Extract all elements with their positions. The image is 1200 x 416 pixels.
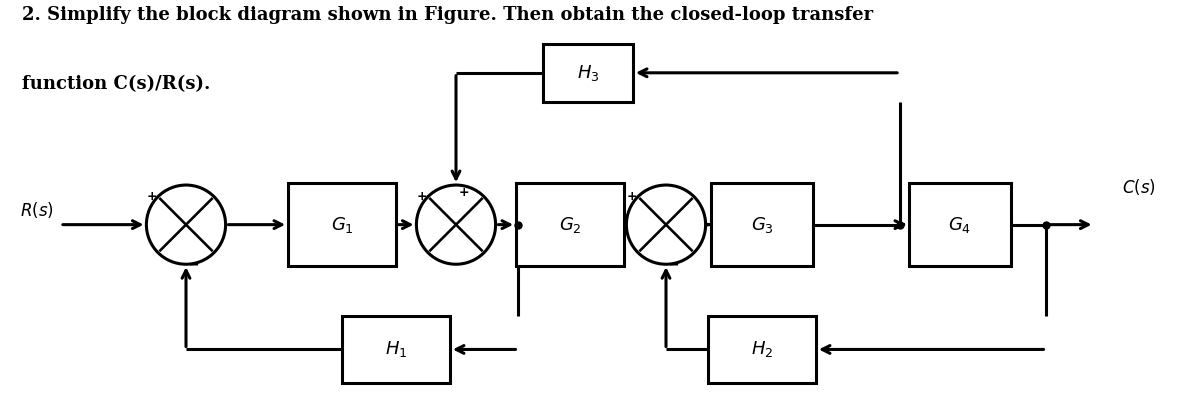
Text: $H_3$: $H_3$: [577, 63, 599, 83]
Bar: [542, 44, 634, 102]
Text: +: +: [458, 186, 469, 199]
Bar: [708, 316, 816, 383]
Text: 2. Simplify the block diagram shown in Figure. Then obtain the closed-loop trans: 2. Simplify the block diagram shown in F…: [22, 6, 872, 24]
Ellipse shape: [416, 185, 496, 264]
Text: $G_4$: $G_4$: [948, 215, 972, 235]
Text: $C(s)$: $C(s)$: [1122, 177, 1156, 197]
Bar: [910, 183, 1012, 266]
Bar: [342, 316, 450, 383]
Text: $G_1$: $G_1$: [330, 215, 354, 235]
Text: $G_3$: $G_3$: [750, 215, 774, 235]
Text: $G_2$: $G_2$: [559, 215, 581, 235]
Text: −: −: [188, 258, 199, 271]
Text: +: +: [628, 190, 637, 203]
Ellipse shape: [146, 185, 226, 264]
Text: +: +: [148, 190, 157, 203]
Ellipse shape: [626, 185, 706, 264]
Bar: [288, 183, 396, 266]
Bar: [710, 183, 814, 266]
Text: $H_2$: $H_2$: [751, 339, 773, 359]
Text: function C(s)/R(s).: function C(s)/R(s).: [22, 75, 210, 93]
Text: $H_1$: $H_1$: [385, 339, 407, 359]
Text: $R(s)$: $R(s)$: [20, 200, 54, 220]
Text: −: −: [668, 258, 679, 271]
Text: +: +: [418, 190, 427, 203]
Bar: [516, 183, 624, 266]
